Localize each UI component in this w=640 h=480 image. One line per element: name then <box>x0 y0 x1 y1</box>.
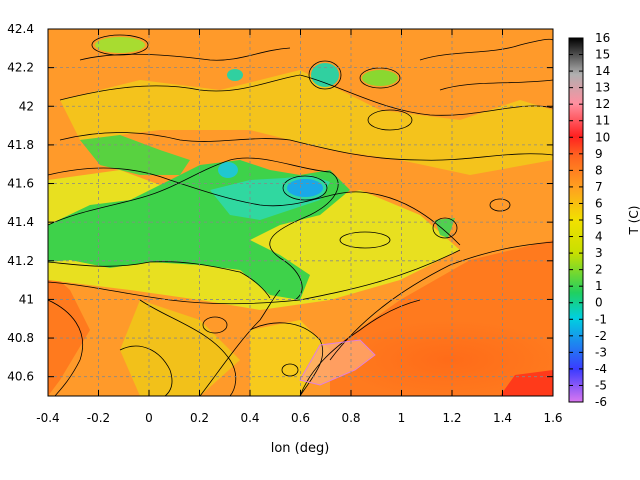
contour-line <box>48 167 461 246</box>
colorbar-tick-label: 4 <box>595 230 603 244</box>
contour-loop <box>308 60 342 90</box>
y-tick-label: 41.8 <box>7 138 34 152</box>
contour-loop <box>432 217 458 239</box>
x-tick-label: -0.2 <box>87 411 110 425</box>
colorbar-tick-label: 12 <box>595 97 610 111</box>
colorbar-tick-label: 2 <box>595 263 603 277</box>
colorbar-tick-label: 9 <box>595 147 603 161</box>
x-tick-label: -0.4 <box>36 411 59 425</box>
colorbar-tick-label: 3 <box>595 246 603 260</box>
x-tick-label: 1.6 <box>543 411 562 425</box>
contour-line <box>79 47 291 61</box>
north-plateau <box>60 70 553 175</box>
cold-spot-west <box>218 162 238 178</box>
y-tick-label: 41.6 <box>7 177 34 191</box>
colorbar-tick-label: -3 <box>595 345 607 359</box>
colorbar-tick-label: 5 <box>595 213 603 227</box>
colorbar-tick-label: 11 <box>595 114 610 128</box>
x-tick-label: 1 <box>398 411 406 425</box>
x-tick-label: 1.4 <box>493 411 512 425</box>
y-tick-label: 40.8 <box>7 331 34 345</box>
pink-contour <box>299 339 376 386</box>
contour-line <box>119 345 173 396</box>
colorbar-tick-label: 16 <box>595 31 610 45</box>
south-yellow-ridge <box>120 300 240 396</box>
pink-pocket <box>300 340 375 385</box>
colorbar-label: T (C) <box>627 206 640 236</box>
contour-line <box>48 157 339 301</box>
colorbar-tick-label: -1 <box>595 312 607 326</box>
contour-loop <box>282 175 328 201</box>
north-green-pocket-2 <box>95 37 145 53</box>
plot-area <box>47 28 554 397</box>
contour-line <box>48 249 461 305</box>
west-warm-region <box>48 270 90 396</box>
colorbar-tick-label: 15 <box>595 48 610 62</box>
north-cold-pocket <box>311 63 339 87</box>
grid-lines <box>48 29 553 396</box>
x-tick-label: 0 <box>145 411 153 425</box>
colorbar-tick-label: 0 <box>595 296 603 310</box>
colorbar-tick-label: 7 <box>595 180 603 194</box>
y-tick-label: 42.4 <box>7 22 34 36</box>
contour-line <box>249 322 324 396</box>
y-tick-label: 40.6 <box>7 370 34 384</box>
x-axis-label: lon (deg) <box>271 441 330 456</box>
contour-line <box>199 289 281 396</box>
y-tick-label: 42.2 <box>7 61 34 75</box>
contour-loop <box>91 34 149 56</box>
x-tick-label: 0.4 <box>240 411 259 425</box>
colorbar-tick-label: 13 <box>595 81 610 95</box>
contour-line <box>48 299 84 396</box>
contour-line <box>48 261 271 299</box>
colorbar-tick-label: -2 <box>595 329 607 343</box>
x-tick-label: 0.8 <box>341 411 360 425</box>
contour-line <box>329 241 553 361</box>
contour-loop <box>281 363 299 377</box>
contour-loop <box>202 316 228 334</box>
x-tick-label: 0.2 <box>190 411 209 425</box>
warm-corner-region <box>500 370 553 396</box>
colorbar-tick-label: 6 <box>595 196 603 210</box>
contour-lines <box>48 34 553 396</box>
colorbar-tick-label: 14 <box>595 64 610 78</box>
contour-line <box>59 74 553 116</box>
y-tick-label: 42 <box>19 99 34 113</box>
contour-line <box>59 132 553 161</box>
x-tick-label: 1.2 <box>442 411 461 425</box>
colorbar-tick-label: -5 <box>595 378 607 392</box>
green-basin-arm <box>80 135 190 175</box>
north-cold-pocket-2 <box>227 69 243 81</box>
y-axis-ticks: 40.6 40.8 41 41.2 41.4 41.6 41.8 42 42.2 42.4 <box>7 22 553 384</box>
x-tick-label: 0.6 <box>291 411 310 425</box>
contour-line <box>439 79 553 91</box>
contour-loop <box>367 109 413 131</box>
y-tick-label: 41.4 <box>7 215 34 229</box>
colorbar-tick-label: 8 <box>595 163 603 177</box>
colorbar-tick-label: 10 <box>595 130 610 144</box>
contour-loop <box>489 198 511 212</box>
contour-line <box>419 38 553 61</box>
y-tick-label: 41 <box>19 292 34 306</box>
y-tick-label: 41.2 <box>7 254 34 268</box>
colorbar-tick-label: 1 <box>595 279 603 293</box>
x-axis-ticks: -0.4 -0.2 0 0.2 0.4 0.6 0.8 1 1.2 1.4 1.6 <box>36 29 563 425</box>
contour-loop <box>339 231 391 249</box>
contour-line <box>139 299 237 396</box>
north-green-pocket <box>362 70 398 86</box>
coldest-spot <box>287 179 323 197</box>
colorbar-tick-label: -6 <box>595 395 607 409</box>
east-cold-pocket <box>435 218 455 238</box>
colorbar-tick-label: -4 <box>595 362 607 376</box>
